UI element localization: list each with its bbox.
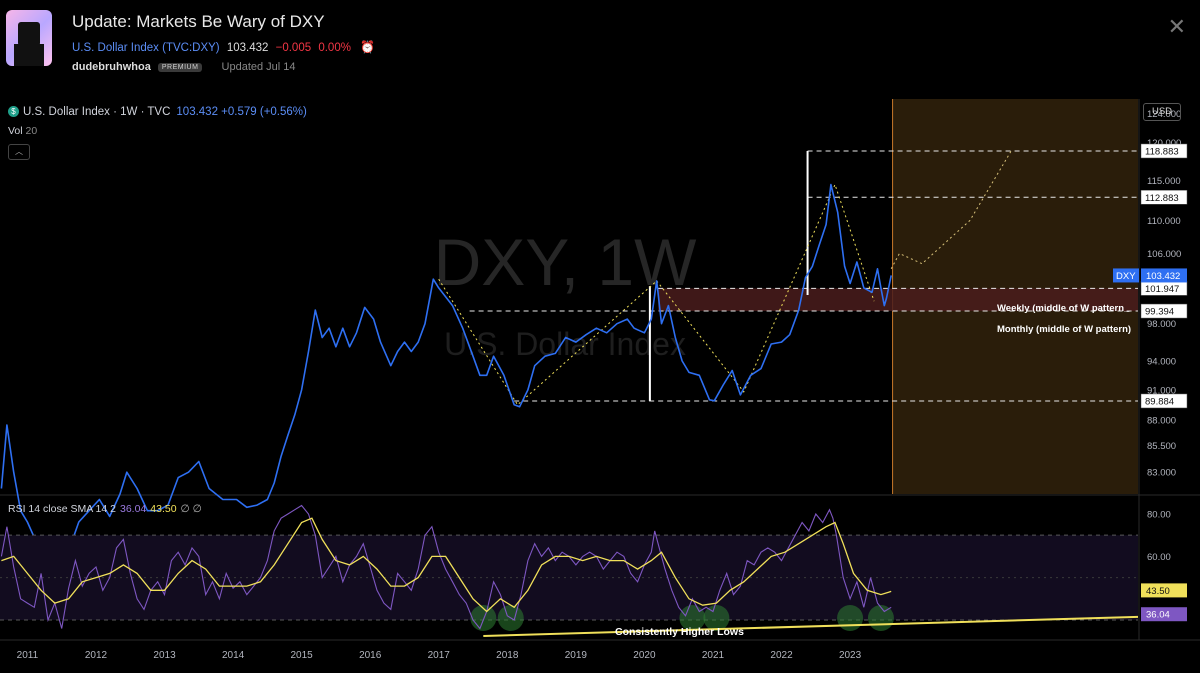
time-axis-tick-12: 2023 bbox=[839, 650, 862, 661]
rsi-legend: RSI 14 close SMA 14 2 36.04 43.50 ∅ ∅ bbox=[8, 503, 202, 515]
current-price-box bbox=[1141, 268, 1187, 283]
price-axis-tick-3: 110.000 bbox=[1147, 216, 1181, 227]
level-label-2: 101.947 bbox=[1145, 284, 1179, 295]
level-label-3: 99.394 bbox=[1145, 307, 1174, 318]
rsi-value-box-0 bbox=[1141, 583, 1187, 598]
level-label-box-3 bbox=[1140, 303, 1188, 319]
level-label-box-0 bbox=[1140, 143, 1188, 159]
price-axis-tick-0: 124.000 bbox=[1147, 109, 1181, 120]
symbol-change-pct: 0.00% bbox=[318, 42, 351, 54]
symbol-name-link[interactable]: U.S. Dollar Index bbox=[72, 42, 159, 54]
level-label-box-1 bbox=[1140, 190, 1188, 205]
rsi-placeholder-values: ∅ ∅ bbox=[180, 503, 202, 515]
volume-label: Vol bbox=[8, 125, 23, 137]
updated-date: Updated Jul 14 bbox=[221, 61, 296, 73]
author-line: dudebruhwhoa PREMIUM Updated Jul 14 bbox=[72, 61, 296, 73]
symbol-ticker-link[interactable]: (TVC:DXY) bbox=[162, 42, 220, 54]
symbol-line: U.S. Dollar Index (TVC:DXY) 103.432 −0.0… bbox=[72, 40, 375, 54]
avatar-body-shape bbox=[14, 44, 44, 66]
time-axis-tick-9: 2020 bbox=[633, 650, 656, 661]
idea-header: Update: Markets Be Wary of DXY U.S. Doll… bbox=[0, 0, 1200, 96]
alert-clock-icon[interactable]: ⏰ bbox=[360, 40, 376, 54]
time-axis-tick-5: 2016 bbox=[359, 650, 382, 661]
symbol-change: −0.005 bbox=[275, 42, 312, 54]
main-series-title: U.S. Dollar Index · 1W · TVC bbox=[23, 106, 171, 118]
price-axis-tick-11: 83.000 bbox=[1147, 468, 1176, 479]
time-axis-tick-8: 2019 bbox=[565, 650, 588, 661]
price-axis-tick-8: 91.000 bbox=[1147, 385, 1176, 396]
level-label-4: 89.884 bbox=[1145, 396, 1174, 407]
price-axis-tick-4: 106.000 bbox=[1147, 249, 1181, 260]
time-axis-tick-3: 2014 bbox=[222, 650, 245, 661]
collapse-legend-button[interactable]: ︿ bbox=[8, 144, 30, 160]
rsi-value: 36.04 bbox=[119, 503, 147, 515]
rsi-low-marker-3 bbox=[703, 605, 730, 631]
time-axis-tick-7: 2018 bbox=[496, 650, 519, 661]
current-symbol-tag bbox=[1113, 268, 1139, 283]
main-series-legend: $ U.S. Dollar Index · 1W · TVC 103.432 +0.… bbox=[8, 106, 307, 118]
rsi-low-marker-4 bbox=[837, 605, 864, 631]
dollar-symbol-icon: $ bbox=[8, 106, 19, 118]
premium-badge: PREMIUM bbox=[157, 62, 203, 72]
annotation-label-1: Monthly (middle of W pattern) bbox=[997, 324, 1131, 335]
level-label-box-4 bbox=[1140, 393, 1188, 409]
price-axis-tick-2: 115.000 bbox=[1147, 176, 1181, 187]
volume-legend: Vol 20 bbox=[8, 125, 37, 137]
rsi-sma-value: 43.50 bbox=[150, 503, 177, 515]
level-label-1: 112.883 bbox=[1145, 193, 1179, 204]
time-axis-tick-11: 2022 bbox=[770, 650, 793, 661]
time-axis-tick-10: 2021 bbox=[702, 650, 725, 661]
rsi-value-box-1 bbox=[1141, 607, 1187, 622]
rsi-axis-tick-0: 80.00 bbox=[1147, 509, 1171, 520]
rsi-trendline bbox=[483, 615, 1139, 637]
resistance-zone bbox=[658, 288, 1138, 312]
avatar-head-shape bbox=[18, 22, 40, 46]
author-avatar[interactable] bbox=[6, 10, 52, 66]
author-name-link[interactable]: dudebruhwhoa bbox=[72, 61, 151, 73]
rsi-axis-tick-1: 60.00 bbox=[1147, 552, 1171, 563]
w-pattern-path-1 bbox=[656, 183, 875, 393]
volume-value: 20 bbox=[25, 125, 38, 137]
price-axis-tick-1: 120.000 bbox=[1147, 138, 1181, 149]
symbol-price: 103.432 bbox=[226, 42, 269, 54]
annotation-label-0: Weekly (middle of W pattern_ bbox=[997, 303, 1130, 314]
rsi-low-marker-5 bbox=[867, 605, 894, 631]
time-axis-tick-4: 2015 bbox=[291, 650, 314, 661]
current-price-label: 103.432 bbox=[1146, 271, 1180, 282]
time-axis-tick-1: 2012 bbox=[85, 650, 108, 661]
time-axis-tick-2: 2013 bbox=[153, 650, 176, 661]
level-label-0: 118.883 bbox=[1145, 146, 1179, 157]
idea-title: Update: Markets Be Wary of DXY bbox=[72, 12, 325, 31]
time-axis-tick-0: 2011 bbox=[17, 650, 39, 661]
time-axis-tick-6: 2017 bbox=[428, 650, 451, 661]
watermark-title: DXY, 1W bbox=[434, 225, 698, 299]
price-axis-tick-10: 85.500 bbox=[1147, 441, 1176, 452]
price-axis-tick-7: 94.000 bbox=[1147, 356, 1176, 367]
rsi-value-label-0: 43.50 bbox=[1146, 586, 1170, 597]
currency-button[interactable]: USD bbox=[1143, 103, 1181, 121]
rsi-label: RSI 14 close SMA 14 2 bbox=[8, 503, 116, 515]
forecast-path bbox=[890, 150, 1012, 270]
current-symbol-label: DXY bbox=[1116, 271, 1136, 282]
rsi-sma-line bbox=[1, 517, 892, 613]
price-axis-tick-6: 98.000 bbox=[1147, 319, 1176, 330]
main-series-values: 103.432 +0.579 (+0.56%) bbox=[176, 106, 307, 118]
rsi-trendline-label: Consistently Higher Lows bbox=[615, 626, 744, 638]
close-icon[interactable]: ✕ bbox=[1167, 14, 1186, 39]
dxy-price-line bbox=[0, 183, 892, 576]
rsi-value-label-1: 36.04 bbox=[1146, 610, 1170, 621]
price-axis-tick-9: 88.000 bbox=[1147, 415, 1176, 426]
